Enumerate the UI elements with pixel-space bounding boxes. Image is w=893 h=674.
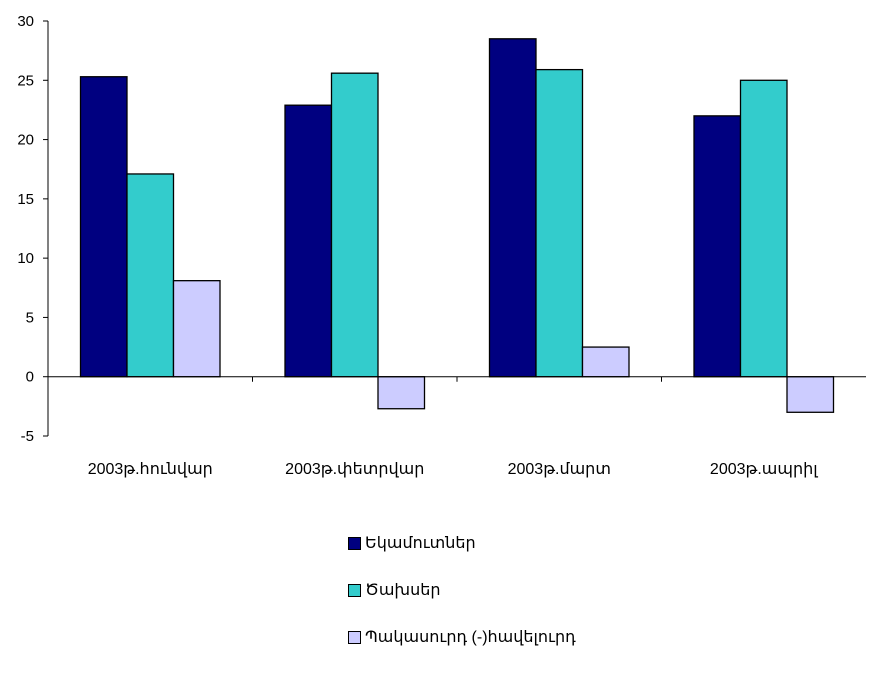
legend-label-expenses: Ծախսեր: [365, 582, 441, 599]
bar: [377, 376, 426, 410]
bar: [330, 72, 379, 378]
y-axis-ticks: -5 0 5 10 15 20 25 30: [17, 13, 48, 445]
x-category-label: 2003թ.հունվար: [88, 461, 213, 478]
bar: [581, 346, 630, 378]
bar: [126, 173, 175, 378]
y-tick-label: -5: [21, 428, 34, 445]
x-category-label: 2003թ.փետրվար: [285, 461, 424, 478]
bar: [79, 76, 128, 378]
y-tick-label: 15: [17, 191, 34, 208]
legend-item-deficit: Պակասուրդ (-)հավելուրդ: [348, 627, 576, 647]
bar: [739, 79, 788, 378]
y-tick-label: 10: [17, 250, 34, 267]
legend: Եկամուտներ Ծախսեր Պակասուրդ (-)հավելուրդ: [348, 533, 576, 674]
y-tick-label: 25: [17, 72, 34, 89]
y-tick-label: 0: [26, 369, 34, 386]
legend-label-deficit: Պակասուրդ (-)հավելուրդ: [365, 629, 576, 646]
bar: [284, 104, 333, 378]
legend-swatch-expenses: [348, 583, 361, 597]
legend-swatch-deficit: [348, 630, 361, 644]
bar: [488, 38, 537, 378]
x-axis-ticks: 2003թ.հունվար 2003թ.փետրվար 2003թ.մարտ 2003…: [88, 376, 818, 478]
x-category-label: 2003թ.ապրիլ: [710, 461, 818, 478]
bar: [172, 280, 221, 378]
y-tick-label: 5: [26, 309, 34, 326]
legend-label-income: Եկամուտներ: [365, 535, 476, 552]
legend-item-income: Եկամուտներ: [348, 533, 576, 553]
x-category-label: 2003թ.մարտ: [508, 461, 611, 478]
y-tick-label: 30: [17, 13, 34, 30]
bar: [535, 68, 584, 378]
legend-swatch-income: [348, 536, 361, 550]
bar: [786, 376, 835, 413]
bars: [79, 38, 835, 413]
legend-item-expenses: Ծախսեր: [348, 580, 576, 600]
bar: [693, 115, 742, 378]
y-tick-label: 20: [17, 132, 34, 149]
bar-chart: -5 0 5 10 15 20 25 30 2003թ.հունվար 2003թ.փետրվա…: [17, 13, 866, 478]
